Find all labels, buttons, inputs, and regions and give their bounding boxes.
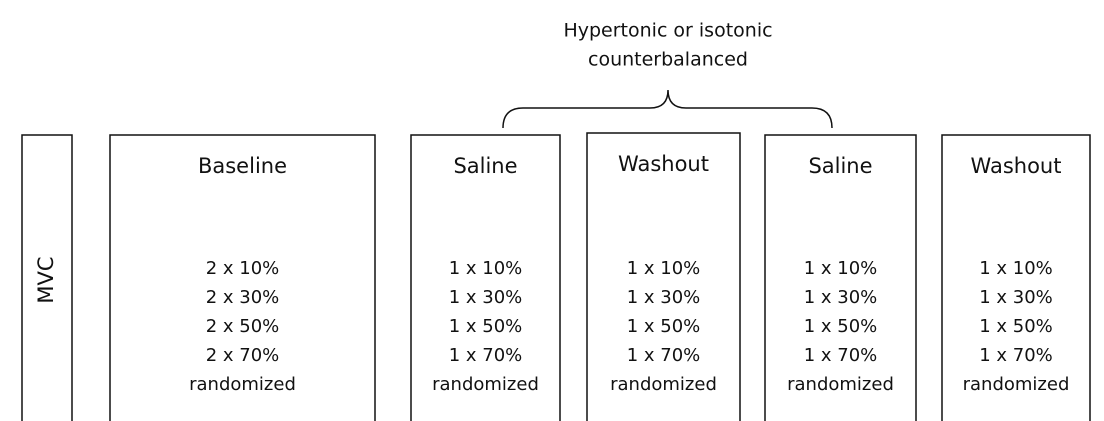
- box: [586, 132, 741, 421]
- box-title: Saline: [808, 154, 872, 178]
- box-line: 1 x 50%: [804, 316, 878, 337]
- box-line: randomized: [189, 374, 296, 395]
- box-line: 2 x 50%: [206, 316, 280, 337]
- box-line: 1 x 50%: [979, 316, 1053, 337]
- box-line: 1 x 30%: [979, 287, 1053, 308]
- box: [21, 134, 73, 421]
- box: [109, 134, 376, 421]
- box-line: 1 x 50%: [449, 316, 523, 337]
- box-line: 1 x 70%: [804, 345, 878, 366]
- box-line: 2 x 30%: [206, 287, 280, 308]
- box-line: 1 x 30%: [449, 287, 523, 308]
- bracket: [502, 89, 833, 129]
- box-line: 1 x 70%: [449, 345, 523, 366]
- box-line: 1 x 10%: [979, 258, 1053, 279]
- box-line: 1 x 30%: [627, 287, 701, 308]
- box-line: randomized: [610, 374, 717, 395]
- box-line: 2 x 70%: [206, 345, 280, 366]
- box: [410, 134, 561, 421]
- box-title: MVC: [34, 256, 58, 303]
- bracket-label: counterbalanced: [588, 49, 748, 71]
- box: [764, 134, 917, 421]
- box-line: 1 x 50%: [627, 316, 701, 337]
- box-line: randomized: [432, 374, 539, 395]
- box-line: 1 x 70%: [627, 345, 701, 366]
- box-line: 1 x 10%: [627, 258, 701, 279]
- box-line: 1 x 10%: [449, 258, 523, 279]
- box-title: Washout: [618, 152, 709, 176]
- box-line: 2 x 10%: [206, 258, 280, 279]
- box-line: 1 x 30%: [804, 287, 878, 308]
- box: [941, 134, 1091, 421]
- box-line: 1 x 70%: [979, 345, 1053, 366]
- box-title: Washout: [971, 154, 1062, 178]
- bracket-label: Hypertonic or isotonic: [563, 20, 772, 42]
- box-title: Baseline: [198, 154, 287, 178]
- box-title: Saline: [453, 154, 517, 178]
- box-line: randomized: [963, 374, 1070, 395]
- box-line: 1 x 10%: [804, 258, 878, 279]
- box-line: randomized: [787, 374, 894, 395]
